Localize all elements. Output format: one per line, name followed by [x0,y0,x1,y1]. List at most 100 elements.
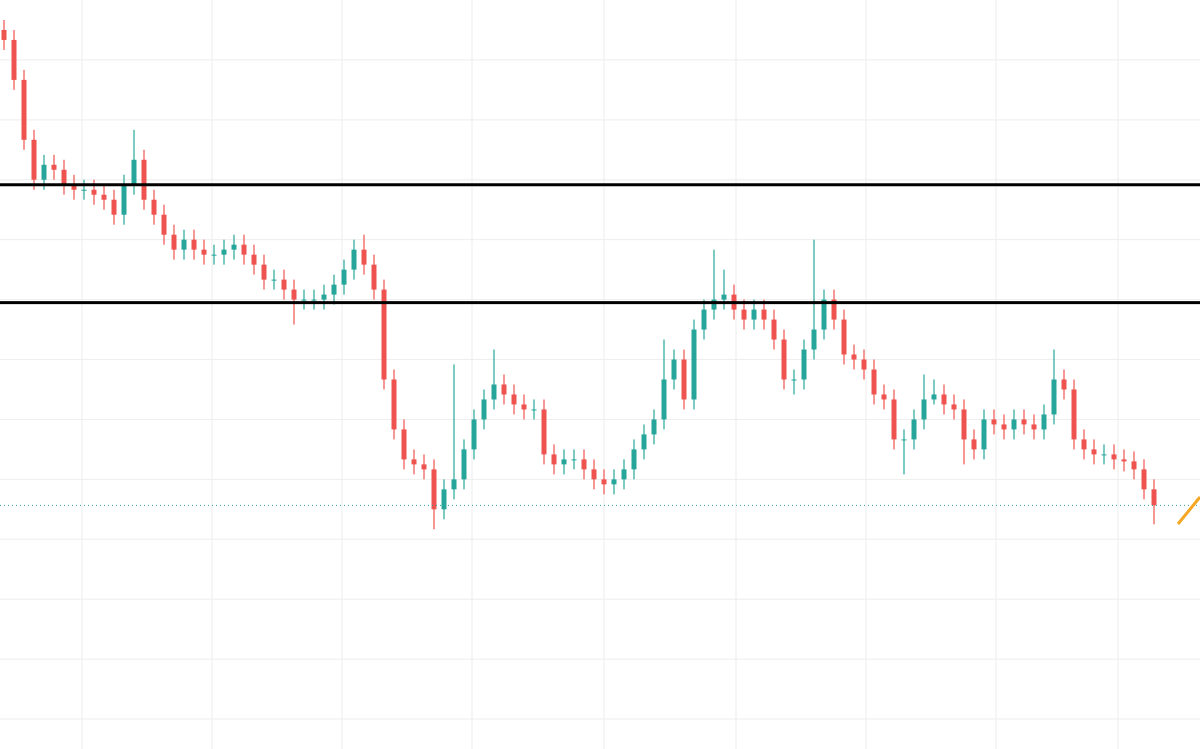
candle-body [771,319,777,340]
candle-body [751,309,757,320]
candle-body [111,199,117,215]
candle-body [1051,379,1057,415]
trend-line [1176,496,1200,525]
horizontal-grid [0,59,1200,720]
candle-body [1061,379,1067,390]
candle-body [1141,469,1147,490]
candle-body [391,379,397,430]
candle-body [631,449,637,470]
candle-body [301,299,307,301]
candle-body [851,354,857,360]
candle-body [161,214,167,235]
candle-body [1101,454,1107,456]
candle-body [681,359,687,400]
candle-body [1041,414,1047,430]
candle-body [71,184,77,190]
candle-body [701,309,707,330]
candle-body [121,184,127,215]
candle-body [1031,424,1037,430]
candle-body [911,419,917,440]
candle-body [791,379,797,381]
candle-body [11,39,17,80]
candle-body [971,439,977,450]
candle-body [621,469,627,480]
candle-body [1,29,7,40]
candle-body [661,379,667,420]
candle-body [611,479,617,485]
candle-body [901,439,907,441]
candle-body [941,394,947,405]
candle-body [831,299,837,320]
candle-body [691,329,697,400]
candle-body [381,289,387,380]
candle-body [241,244,247,255]
candle-body [401,429,407,460]
candle-body [531,409,537,411]
candle-body [321,294,327,300]
candle-body [571,459,577,461]
candle-body [461,449,467,480]
candle-body [451,479,457,490]
candle-body [881,394,887,400]
candle-body [471,419,477,450]
candle-body [741,309,747,320]
candle-body [841,319,847,355]
candle-body [251,254,257,265]
candle-body [721,294,727,300]
candle-body [1071,389,1077,440]
candle-body [1091,449,1097,455]
candle-body [551,454,557,465]
candle-body [981,419,987,450]
candle-body [891,399,897,440]
candle-body [31,139,37,180]
candle-body [51,164,57,170]
candle-body [801,349,807,380]
candle-body [1011,419,1017,430]
candle-body [811,329,817,350]
candle-body [21,79,27,140]
candle-body [361,249,367,265]
candle-body [501,384,507,395]
candle-body [1111,454,1117,460]
candle-body [481,399,487,420]
candle-body [651,419,657,435]
candle-body [141,159,147,200]
candle-body [641,434,647,450]
candle-body [961,409,967,440]
candle-body [951,404,957,410]
candle-body [561,459,567,465]
candle-body [311,299,317,301]
candle-body [191,239,197,250]
candle-body [711,299,717,310]
candle-body [331,284,337,295]
candle-body [921,399,927,420]
candles [1,19,1157,530]
candle-body [1081,439,1087,450]
candle-body [351,249,357,270]
overlays [0,183,1200,506]
candle-body [491,384,497,400]
candle-body [821,299,827,330]
candle-body [41,164,47,180]
candle-body [291,289,297,300]
candle-body [421,464,427,470]
candle-body [201,249,207,255]
candle-body [1001,424,1007,430]
candle-body [871,369,877,395]
candle-body [431,469,437,510]
candle-body [581,459,587,470]
candle-body [261,264,267,280]
candle-body [511,394,517,405]
candle-body [171,234,177,250]
candle-body [441,489,447,510]
candle-body [61,169,67,185]
candle-body [341,269,347,285]
candle-body [761,309,767,320]
candle-body [221,249,227,255]
candle-body [81,189,87,191]
candle-body [151,199,157,215]
candle-body [861,359,867,370]
candle-body [781,339,787,380]
